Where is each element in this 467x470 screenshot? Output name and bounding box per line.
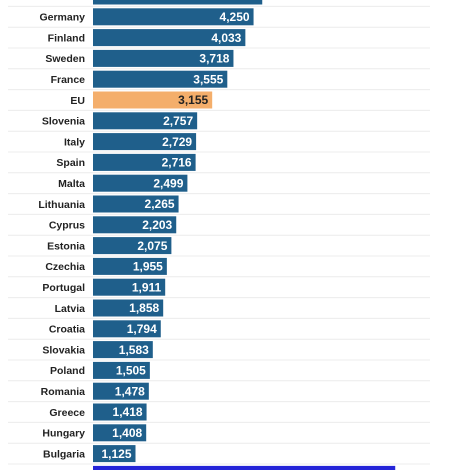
category-label: Malta bbox=[58, 178, 85, 190]
bar bbox=[93, 403, 147, 421]
value-label: 3,555 bbox=[193, 72, 223, 86]
category-label: Bulgaria bbox=[43, 448, 85, 460]
value-label: 1,955 bbox=[133, 260, 163, 274]
category-label: Greece bbox=[49, 407, 85, 419]
category-label: EU bbox=[70, 95, 85, 107]
value-label: 2,716 bbox=[162, 156, 192, 170]
bar bbox=[93, 341, 153, 359]
value-label: 1,858 bbox=[129, 301, 159, 315]
bar bbox=[93, 91, 213, 109]
category-label: Poland bbox=[50, 365, 85, 377]
category-label: Czechia bbox=[45, 261, 85, 273]
value-label: 3,718 bbox=[199, 52, 229, 66]
bar bbox=[93, 112, 198, 130]
value-label: 2,729 bbox=[162, 135, 192, 149]
value-label: 1,505 bbox=[116, 364, 146, 378]
bar bbox=[93, 424, 147, 442]
category-label: France bbox=[51, 74, 86, 86]
bar bbox=[93, 0, 263, 5]
bar bbox=[93, 70, 228, 88]
value-label: 1,418 bbox=[113, 405, 143, 419]
bar bbox=[93, 29, 246, 47]
category-label: Croatia bbox=[49, 324, 85, 336]
value-label: 1,478 bbox=[115, 384, 145, 398]
value-label: 1,911 bbox=[132, 280, 162, 294]
bar bbox=[93, 216, 177, 234]
bar bbox=[93, 8, 254, 26]
category-label: Cyprus bbox=[49, 220, 85, 232]
category-label: Spain bbox=[56, 157, 85, 169]
category-label: Italy bbox=[64, 136, 85, 148]
category-label: Hungary bbox=[42, 428, 85, 440]
category-label: Slovakia bbox=[42, 344, 85, 356]
value-label: 2,757 bbox=[163, 114, 193, 128]
value-label: 1,125 bbox=[101, 447, 131, 461]
category-label: Sweden bbox=[45, 53, 85, 65]
bar bbox=[93, 174, 188, 192]
bar bbox=[93, 49, 234, 67]
value-label: 2,203 bbox=[142, 218, 172, 232]
bar bbox=[93, 320, 161, 338]
category-label: Lithuania bbox=[38, 199, 85, 211]
bar bbox=[93, 278, 166, 296]
value-label: 1,408 bbox=[112, 426, 142, 440]
category-label: Germany bbox=[39, 12, 85, 24]
bar bbox=[93, 465, 396, 470]
category-label: Romania bbox=[41, 386, 86, 398]
category-label: Slovenia bbox=[42, 116, 85, 128]
bar bbox=[93, 299, 164, 317]
value-label: 2,499 bbox=[153, 176, 183, 190]
value-label: 4,033 bbox=[211, 31, 241, 45]
category-label: Latvia bbox=[55, 303, 86, 315]
value-label: 2,265 bbox=[145, 197, 175, 211]
value-label: 3,155 bbox=[178, 93, 208, 107]
category-label: Estonia bbox=[47, 240, 85, 252]
bar bbox=[93, 257, 167, 275]
bar bbox=[93, 445, 136, 463]
bar bbox=[93, 153, 196, 171]
value-label: 1,583 bbox=[119, 343, 149, 357]
bar bbox=[93, 195, 179, 213]
category-label: Finland bbox=[48, 32, 85, 44]
category-label: Portugal bbox=[42, 282, 85, 294]
value-label: 4,250 bbox=[220, 10, 250, 24]
bar bbox=[93, 382, 149, 400]
value-label: 1,794 bbox=[127, 322, 157, 336]
bar bbox=[93, 133, 197, 151]
bar bbox=[93, 361, 150, 379]
value-label: 2,075 bbox=[137, 239, 167, 253]
bar bbox=[93, 237, 172, 255]
